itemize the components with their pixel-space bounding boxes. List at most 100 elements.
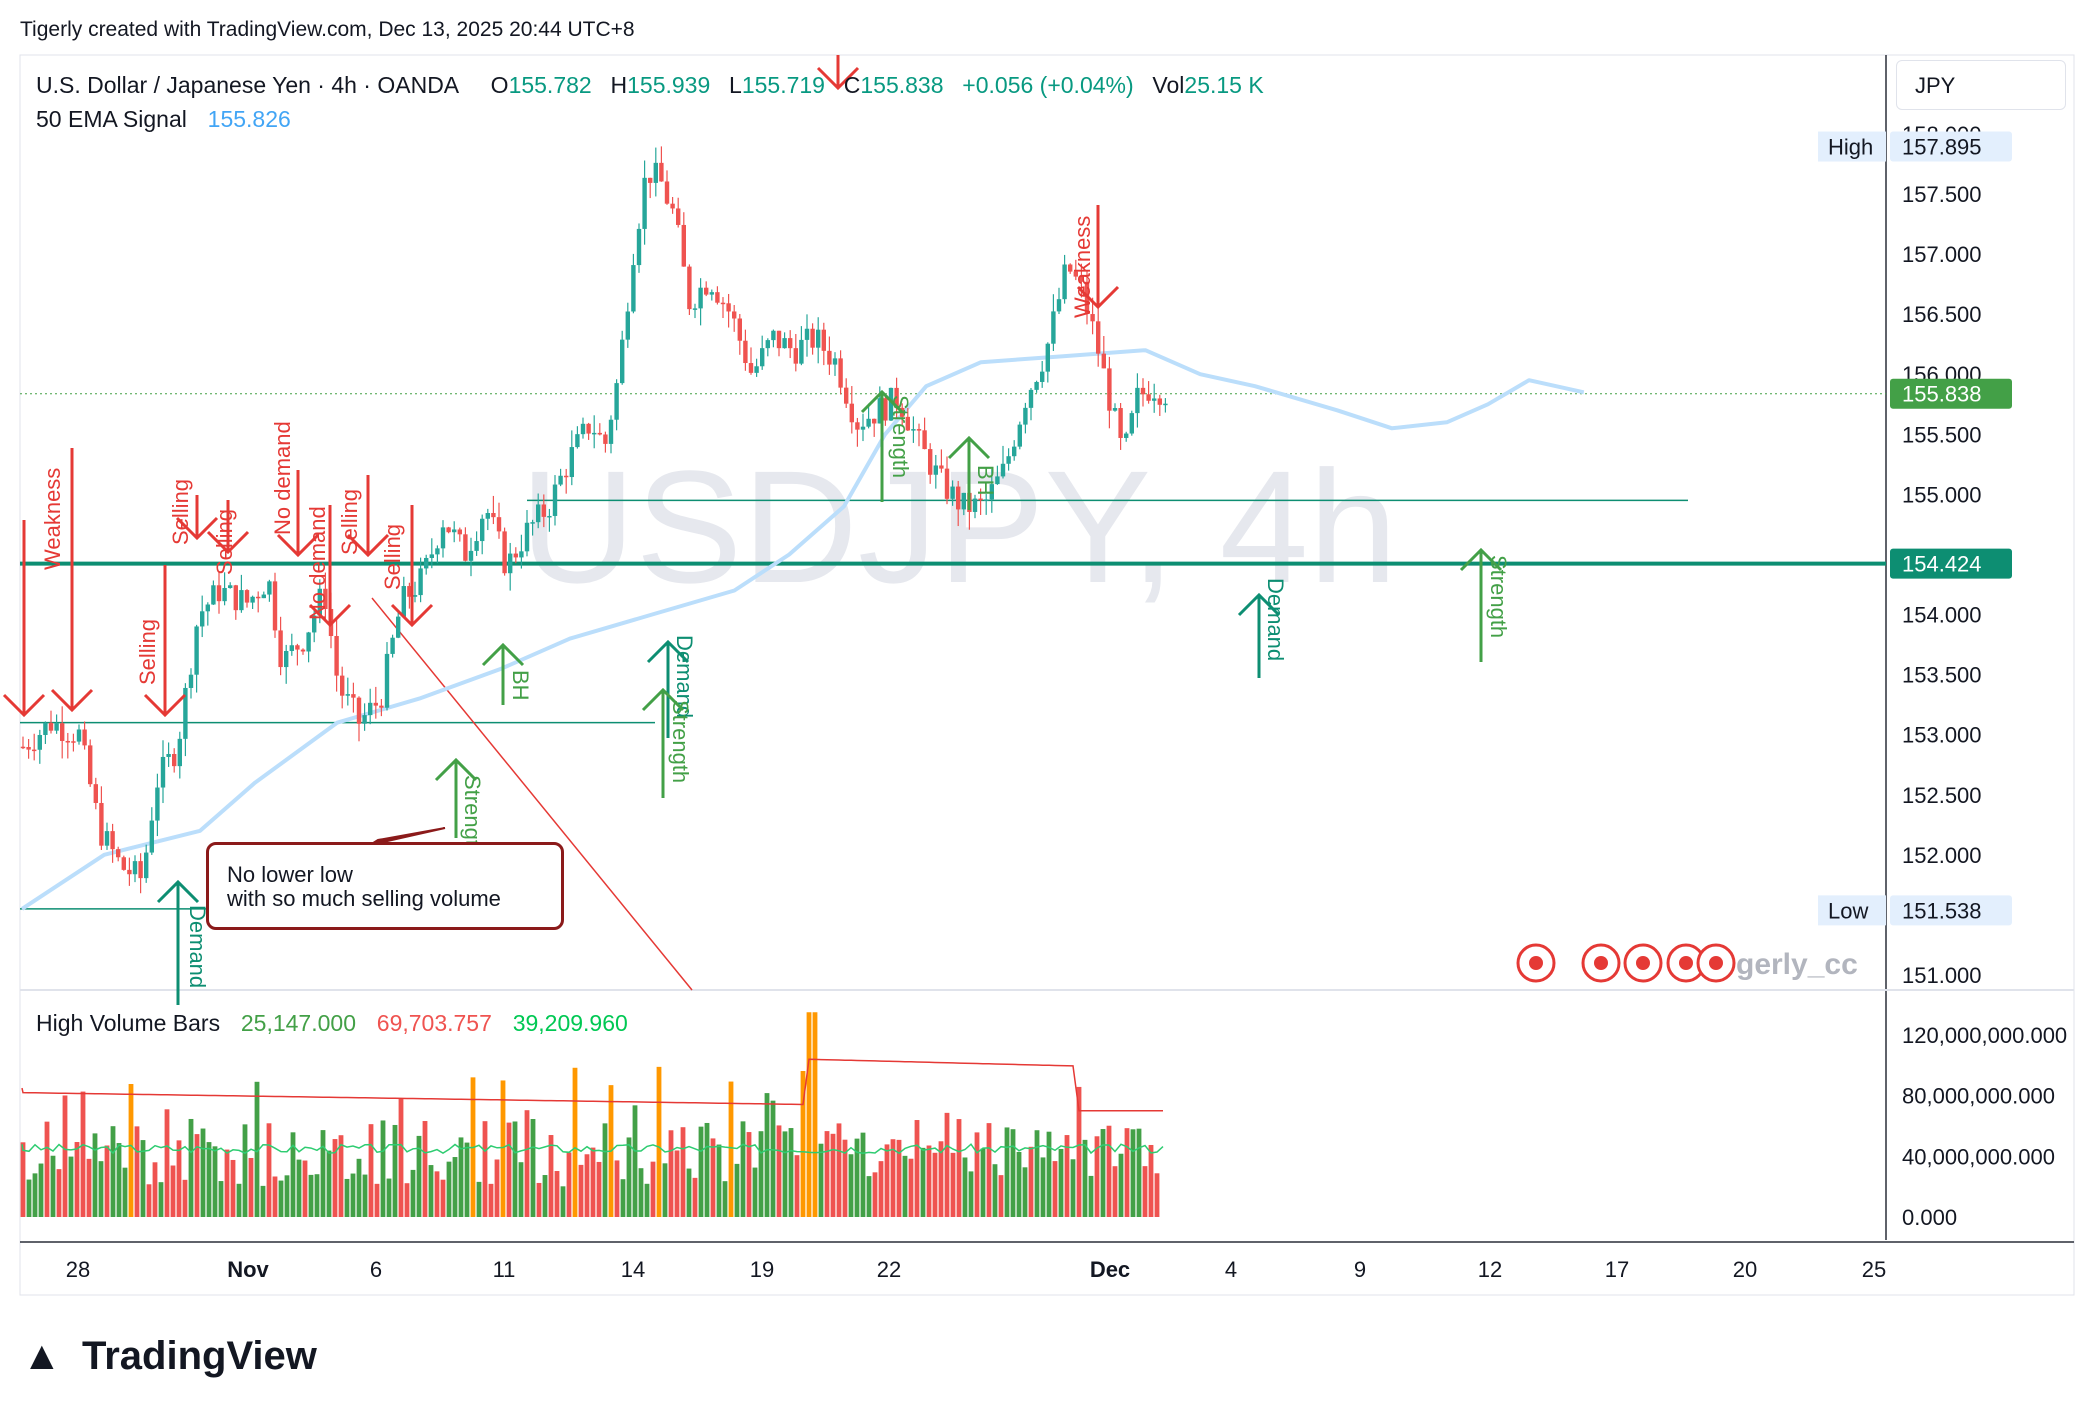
volume-bar (824, 1131, 830, 1217)
arrow-demand-3-head (1237, 592, 1281, 617)
arrow-strength-3-head (860, 389, 904, 414)
candle-body (65, 740, 70, 743)
volume-bar (722, 1181, 728, 1217)
price-tick: 154.000 (1902, 603, 1982, 628)
candle-body (530, 522, 535, 524)
volume-bar (788, 1128, 794, 1217)
high-label-bg (1818, 131, 1886, 162)
volume-bar (764, 1093, 770, 1217)
volume-bar (1016, 1151, 1022, 1217)
price-tick: 153.500 (1902, 663, 1982, 688)
label-selling-5: Selling (380, 524, 405, 590)
volume-bar (950, 1152, 956, 1217)
arrow-strength-2-head (641, 687, 685, 712)
ema-value: 155.826 (207, 106, 291, 132)
high-label: H (610, 72, 628, 98)
annotations: Weakness Selling Selling Selling No demand No… (2, 55, 1736, 1005)
arrow-weakness-3-head (1076, 285, 1120, 310)
arrow-selling-2-head (175, 516, 219, 541)
volume-legend[interactable]: High Volume Bars 25,147.000 69,703.757 3… (36, 1010, 628, 1037)
label-weakness-1: Weakness (40, 468, 65, 570)
time-axis[interactable]: 28 Nov 6 11 14 19 22 Dec 4 9 12 17 20 25 (66, 1257, 1886, 1282)
label-demand-1: Demand (185, 905, 210, 988)
volume-bar (1010, 1129, 1016, 1217)
volume-bar (362, 1174, 368, 1217)
candle-body (312, 615, 317, 633)
volume-bar (308, 1174, 314, 1217)
candle-body (849, 403, 854, 423)
volume-bar (122, 1167, 128, 1217)
volume-bar (344, 1178, 350, 1217)
candle-body (166, 754, 171, 757)
tv-logo-icon: ▲ (22, 1334, 62, 1378)
candle-body (418, 568, 423, 596)
volume-bar (806, 1012, 812, 1217)
candle-body (905, 416, 910, 431)
label-selling-4: Selling (337, 489, 362, 555)
volume-bar (836, 1123, 842, 1217)
volume-bar (584, 1154, 590, 1217)
candle-body (71, 741, 76, 743)
ema-legend[interactable]: 50 EMA Signal 155.826 (36, 106, 291, 133)
volume-bar (536, 1182, 542, 1217)
volume-tick: 0.000 (1902, 1205, 1957, 1230)
volume-bar (1112, 1166, 1118, 1217)
candle-body (356, 697, 362, 724)
volume-bar (614, 1160, 620, 1217)
candle-body (844, 387, 849, 404)
candle-body (1135, 387, 1140, 414)
volume-bar (1034, 1130, 1040, 1217)
author-tag: gerly_cc (1736, 948, 1858, 981)
open-value: 155.782 (508, 72, 592, 98)
volume-v2: 69,703.757 (376, 1010, 492, 1036)
candle-body (636, 228, 642, 266)
time-tick: 28 (66, 1257, 90, 1282)
volume-bar (812, 1012, 818, 1217)
volume-bar (1058, 1148, 1064, 1217)
volume-tick: 120,000,000.000 (1902, 1023, 2067, 1048)
label-demand-3: Demand (1263, 578, 1288, 661)
volume-bar (164, 1109, 170, 1217)
candle-body (972, 498, 978, 512)
candle-body (810, 328, 815, 348)
price-tick: 155.000 (1902, 482, 1982, 507)
candle-body (1034, 381, 1039, 390)
candle-body (300, 649, 306, 652)
candle-body (872, 418, 877, 424)
candle-body (1079, 276, 1084, 282)
candle-body (99, 802, 104, 846)
volume-bar (758, 1131, 764, 1217)
volume-bar (446, 1161, 452, 1217)
price-axis[interactable]: 151.000 152.000 152.500 153.000 153.500 154.0… (1818, 122, 2067, 1230)
tradingview-logo[interactable]: ▲ TradingView (22, 1334, 317, 1379)
time-tick: 12 (1478, 1257, 1502, 1282)
candle-body (211, 585, 216, 605)
volume-bar (776, 1125, 782, 1217)
ema-line (20, 348, 1585, 911)
candle-body (491, 513, 496, 518)
candle-body (37, 734, 42, 750)
volume-bar (296, 1159, 302, 1217)
arrow-demand-1-head (156, 879, 200, 904)
arrow-strength-4-head (1459, 547, 1503, 572)
level-price-tag: 154.424 (1902, 552, 1982, 577)
candle-body (855, 422, 860, 430)
candle-body (1118, 408, 1123, 438)
candle-body (110, 831, 115, 850)
volume-bar (602, 1123, 608, 1217)
candles (20, 146, 1168, 894)
currency-button[interactable]: JPY (1896, 60, 2066, 110)
open-label: O (490, 72, 509, 98)
volume-bar (830, 1133, 836, 1217)
candle-body (284, 650, 289, 668)
volume-bar (872, 1172, 878, 1217)
volume-bar (1028, 1146, 1034, 1217)
volume-bar (98, 1161, 104, 1217)
volume-bar (158, 1182, 164, 1217)
volume-bar (962, 1157, 968, 1217)
candle-body (435, 548, 440, 555)
event-flag-icon-dot (1709, 956, 1723, 970)
volume-bar (620, 1179, 626, 1217)
last-price-tag-bg (1890, 378, 2012, 409)
symbol-legend[interactable]: U.S. Dollar / Japanese Yen · 4h · OANDA … (36, 72, 1264, 99)
